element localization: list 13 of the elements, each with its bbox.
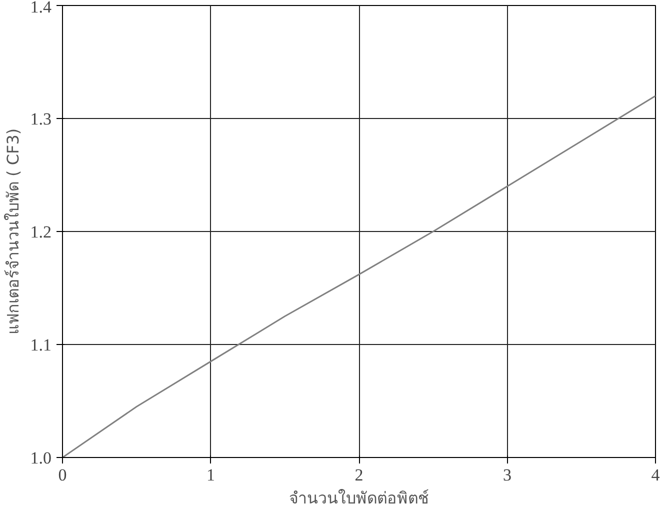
y-tick-label: 1.1 <box>30 336 52 354</box>
x-tick-label: 1 <box>206 466 215 484</box>
line-series <box>62 95 656 458</box>
y-tick-label: 1.2 <box>30 222 52 242</box>
y-axis-title: แฟกเตอร์จำนวนใบพัด ( CF3) <box>3 128 22 335</box>
y-tick-label: 1.3 <box>30 110 52 128</box>
x-tick-label: 2 <box>354 466 364 484</box>
y-tick-label: 1.4 <box>30 0 52 16</box>
x-tick-label: 3 <box>503 466 512 484</box>
x-axis-title: จำนวนใบพัดต่อพิตช์ <box>289 488 429 508</box>
y-tick-label: 1.0 <box>30 448 52 468</box>
x-tick-label: 4 <box>651 466 660 484</box>
x-tick-label: 0 <box>58 466 67 484</box>
